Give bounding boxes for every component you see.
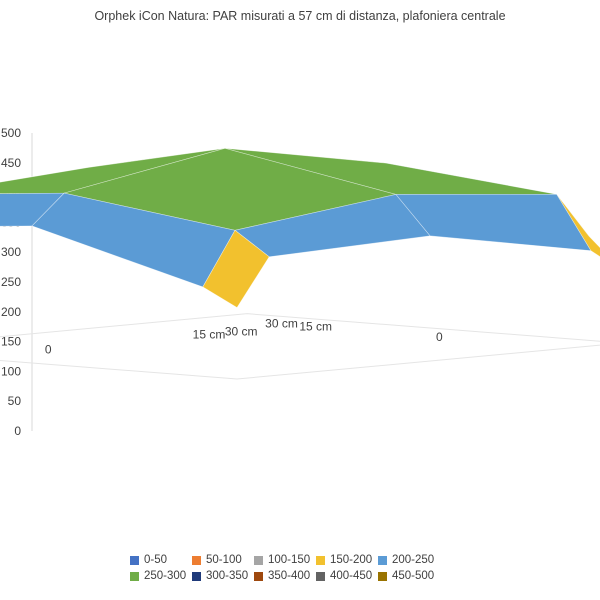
legend-label: 300-350 (206, 570, 249, 582)
legend-label: 50-100 (206, 554, 242, 566)
z-tick-label: 300 (1, 245, 21, 259)
z-tick-label: 450 (1, 156, 21, 170)
legend-label: 450-500 (392, 570, 435, 582)
floor-outline (0, 313, 600, 380)
x-tick-label: 15 cm (193, 328, 226, 342)
legend-item: 400-450 (316, 570, 378, 582)
legend-swatch (254, 571, 263, 581)
legend: 0-50 50-100 100-150 150-200 200-250 250-300 30… (130, 554, 470, 582)
legend-label: 150-200 (330, 554, 373, 566)
x-tick-label: 30 cm (225, 325, 258, 339)
z-tick-label: 0 (14, 424, 21, 438)
z-tick-label: 150 (1, 335, 21, 349)
legend-item: 100-150 (254, 554, 316, 566)
legend-item: 150-200 (316, 554, 378, 566)
legend-label: 250-300 (144, 570, 187, 582)
y-tick-label: 30 cm (265, 317, 298, 331)
legend-swatch (130, 555, 139, 565)
z-tick-label: 500 (1, 126, 21, 140)
y-tick-label: 15 cm (299, 319, 332, 333)
y-tick-label: 0 (436, 330, 443, 344)
legend-label: 350-400 (268, 570, 311, 582)
z-tick-label: 100 (1, 364, 21, 378)
legend-swatch (254, 555, 263, 565)
x-tick-label: 0 (45, 343, 52, 357)
legend-swatch (378, 571, 387, 581)
legend-swatch (192, 555, 201, 565)
chart-title: Orphek iCon Natura: PAR misurati a 57 cm… (94, 9, 506, 23)
legend-item: 0-50 (130, 554, 192, 566)
z-tick-label: 250 (1, 275, 21, 289)
legend-item: 450-500 (378, 570, 440, 582)
legend-item: 50-100 (192, 554, 254, 566)
legend-swatch (316, 555, 325, 565)
legend-item: 350-400 (254, 570, 316, 582)
z-tick-label: 50 (8, 394, 22, 408)
legend-label: 200-250 (392, 554, 435, 566)
legend-label: 100-150 (268, 554, 311, 566)
legend-item: 200-250 (378, 554, 440, 566)
legend-item: 250-300 (130, 570, 192, 582)
legend-swatch (316, 571, 325, 581)
z-tick-label: 200 (1, 305, 21, 319)
legend-swatch (130, 571, 139, 581)
surface-patch (395, 194, 592, 251)
legend-item: 300-350 (192, 570, 254, 582)
surface-patch (202, 229, 270, 308)
legend-swatch (192, 571, 201, 581)
legend-label: 400-450 (330, 570, 373, 582)
legend-label: 0-50 (144, 554, 168, 566)
legend-swatch (378, 555, 387, 565)
